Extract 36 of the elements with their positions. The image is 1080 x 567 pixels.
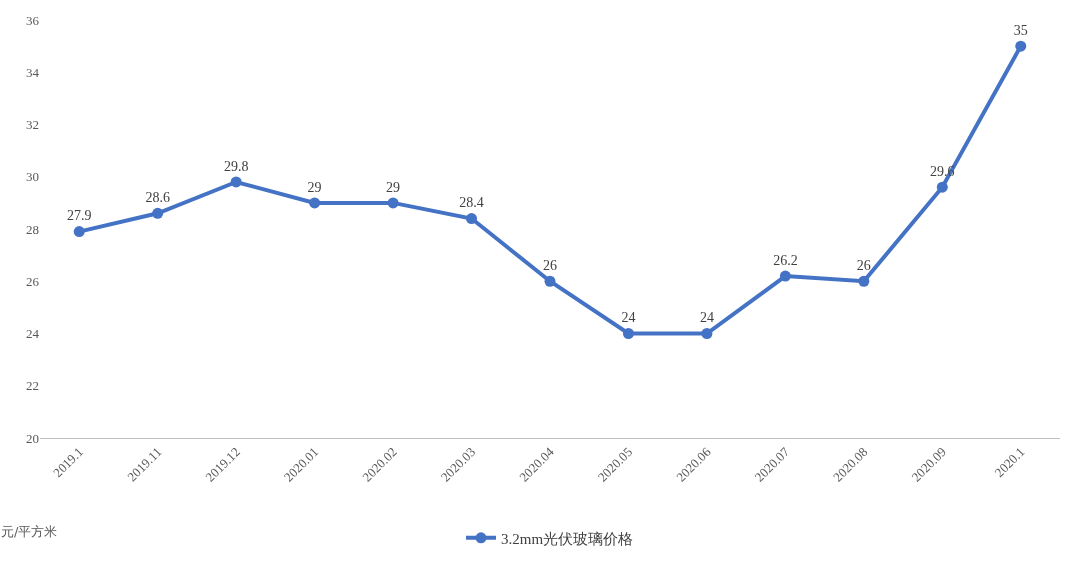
y-tick-label: 34 — [26, 64, 40, 80]
data-label: 28.6 — [145, 189, 170, 205]
legend-label: 3.2mm光伏玻璃价格 — [501, 530, 634, 547]
data-label: 27.9 — [66, 208, 92, 224]
point — [466, 213, 478, 225]
y-tick-label: 22 — [26, 378, 39, 394]
point — [387, 197, 399, 209]
point — [152, 207, 164, 219]
y-tick-label: 30 — [26, 169, 39, 185]
point — [858, 275, 870, 287]
data-label: 26 — [543, 257, 557, 273]
y-tick-label: 36 — [26, 12, 40, 28]
point — [544, 275, 556, 287]
data-label: 29.8 — [223, 158, 249, 174]
point — [73, 226, 85, 238]
y-tick-label: 28 — [26, 221, 39, 237]
point — [1015, 40, 1027, 52]
point — [309, 197, 321, 209]
point — [779, 270, 791, 282]
data-label: 28.4 — [459, 195, 484, 211]
data-label: 29 — [386, 179, 401, 195]
point — [936, 181, 948, 193]
data-label: 26 — [856, 257, 871, 273]
data-label: 35 — [1013, 22, 1028, 38]
y-tick-label: 26 — [26, 273, 40, 289]
data-label: 24 — [621, 310, 636, 326]
y-tick-label: 24 — [26, 326, 40, 342]
y-tick-label: 32 — [26, 117, 39, 133]
data-label: 24 — [699, 310, 714, 326]
data-label: 26.2 — [773, 252, 798, 268]
point — [230, 176, 242, 188]
point — [622, 328, 634, 339]
data-label: 29 — [307, 179, 322, 195]
point — [701, 328, 713, 339]
y-tick-label: 20 — [26, 430, 39, 446]
text: 元/平方米 — [1, 524, 58, 539]
